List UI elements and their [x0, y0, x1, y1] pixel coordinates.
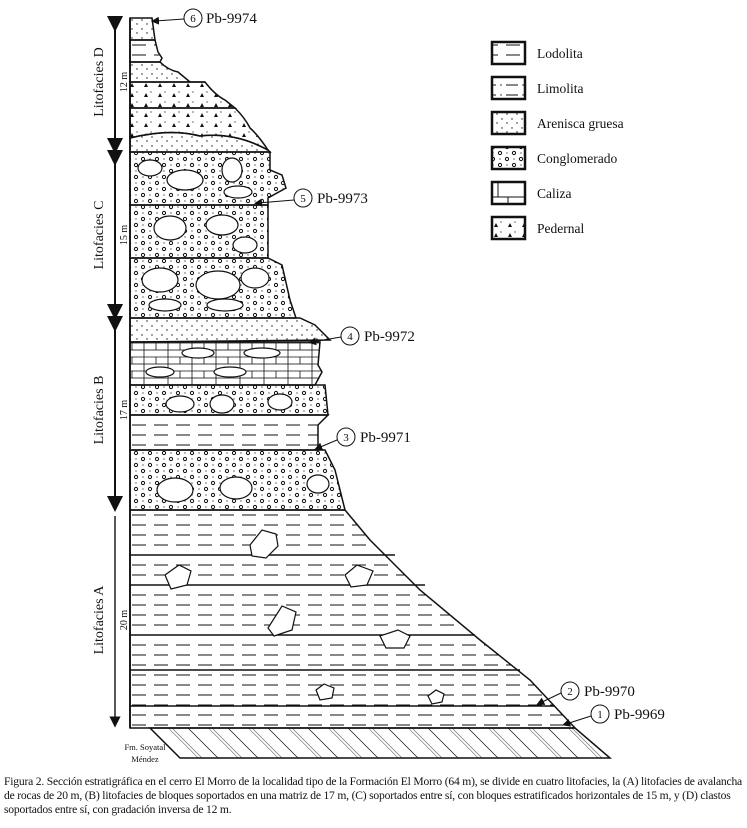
- legend: Lodolita Limolita Arenisca gruesa Conglo…: [490, 40, 624, 241]
- figure-caption: Figura 2. Sección estratigráfica en el c…: [4, 775, 742, 816]
- svg-text:6: 6: [190, 13, 196, 25]
- stratigraphic-column-diagram: Fm. Soyatal Méndez Litofacies D 12 m Lit…: [92, 8, 665, 764]
- svg-text:2: 2: [567, 686, 573, 698]
- svg-text:Caliza: Caliza: [537, 186, 571, 201]
- sample-2: 2 Pb-9970: [536, 681, 635, 705]
- sample-5: 5 Pb-9973: [254, 188, 368, 208]
- svg-text:Arenisca gruesa: Arenisca gruesa: [537, 116, 624, 131]
- sample-3: 3 Pb-9971: [314, 427, 411, 451]
- samples: 6 Pb-9974 5 Pb-9973 4 Pb-9972 3 Pb-9971 …: [151, 8, 665, 727]
- unit-litofacies-a: [129, 509, 577, 729]
- unit-thickness-b: 17 m: [119, 400, 130, 421]
- unit-thickness-c: 15 m: [119, 225, 130, 246]
- legend-item-arenisca-gruesa: Arenisca gruesa: [490, 110, 624, 136]
- unit-litofacies-b: [129, 317, 346, 511]
- unit-name-b: Litofacies B: [92, 376, 107, 445]
- unit-name-a: Litofacies A: [92, 585, 107, 655]
- svg-text:Lodolita: Lodolita: [537, 46, 583, 61]
- legend-item-conglomerado: Conglomerado: [490, 145, 617, 171]
- svg-text:Pb-9972: Pb-9972: [364, 329, 415, 345]
- unit-name-d: Litofacies D: [92, 47, 107, 117]
- base-unit-label-line2: Méndez: [131, 754, 159, 764]
- legend-item-limolita: Limolita: [490, 75, 584, 101]
- svg-text:4: 4: [347, 331, 353, 343]
- legend-item-pedernal: Pedernal: [490, 215, 584, 241]
- svg-text:Pb-9970: Pb-9970: [584, 684, 635, 700]
- sample-6: 6 Pb-9974: [151, 8, 257, 28]
- legend-item-lodolita: Lodolita: [490, 40, 583, 66]
- svg-text:3: 3: [343, 432, 349, 444]
- sample-1: 1 Pb-9969: [562, 704, 665, 727]
- unit-base-soyatal-mendez: Fm. Soyatal Méndez: [124, 18, 613, 764]
- unit-thickness-a: 20 m: [119, 610, 130, 631]
- svg-text:Pb-9971: Pb-9971: [360, 430, 411, 446]
- svg-text:Pedernal: Pedernal: [537, 221, 584, 236]
- unit-litofacies-c: [129, 151, 298, 319]
- svg-text:Pb-9969: Pb-9969: [614, 707, 665, 723]
- base-unit-label-line1: Fm. Soyatal: [124, 742, 166, 752]
- unit-litofacies-d: [129, 17, 272, 153]
- unit-name-c: Litofacies C: [92, 201, 107, 270]
- svg-text:5: 5: [300, 193, 306, 205]
- boulders: [164, 529, 445, 705]
- svg-text:Limolita: Limolita: [537, 81, 584, 96]
- svg-text:Pb-9974: Pb-9974: [206, 11, 257, 27]
- unit-thickness-d: 12 m: [119, 72, 130, 93]
- unit-scale: Litofacies D 12 m Litofacies C 15 m Lito…: [92, 16, 130, 728]
- sample-4: 4 Pb-9972: [308, 326, 415, 346]
- svg-text:Pb-9973: Pb-9973: [317, 191, 368, 207]
- legend-item-caliza: Caliza: [490, 180, 571, 206]
- svg-text:1: 1: [597, 709, 603, 721]
- svg-text:Conglomerado: Conglomerado: [537, 151, 617, 166]
